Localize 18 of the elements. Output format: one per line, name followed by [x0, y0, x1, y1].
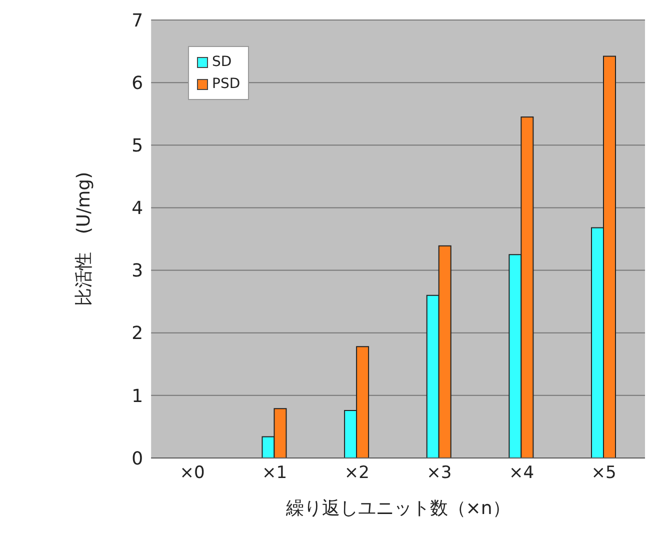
x-tick-label: ×3	[426, 463, 452, 484]
y-tick-label: 2	[132, 323, 144, 344]
x-axis-title: 繰り返しユニット数（×n）	[284, 498, 510, 519]
y-tick-label: 1	[132, 386, 144, 407]
x-tick-label: ×4	[508, 463, 534, 484]
y-tick-label: 5	[132, 136, 144, 157]
x-tick-label: ×2	[344, 463, 370, 484]
y-axis-title: 比活性 (U/mg)	[74, 172, 94, 306]
legend-label: PSD	[212, 75, 240, 94]
x-tick-label: ×1	[262, 463, 288, 484]
y-tick-label: 6	[132, 72, 144, 94]
y-tick-label: 4	[132, 198, 144, 220]
y-tick-label: 0	[132, 448, 144, 470]
x-tick-label: ×5	[591, 463, 616, 484]
x-tick-label: ×0	[180, 463, 205, 484]
y-tick-label: 3	[132, 260, 144, 282]
y-tick-label: 7	[132, 10, 144, 32]
legend-label: SD	[212, 53, 232, 72]
